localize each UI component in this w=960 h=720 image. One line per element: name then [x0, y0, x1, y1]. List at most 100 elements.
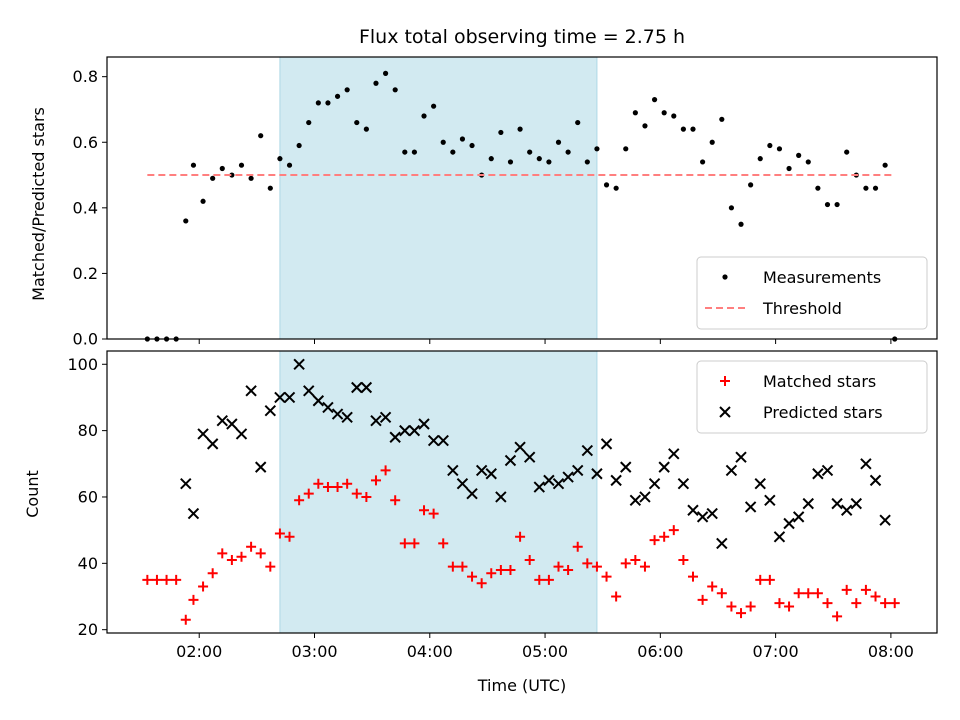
- measurements-point: [603, 182, 610, 188]
- measurements-point: [555, 139, 562, 145]
- matched-stars-point: [803, 588, 814, 599]
- predicted-stars-point: [495, 491, 507, 503]
- predicted-stars-point: [687, 504, 699, 516]
- measurements-point: [440, 139, 446, 145]
- measurements-point: [373, 80, 379, 86]
- measurements-point: [238, 162, 245, 168]
- predicted-stars-point: [216, 414, 228, 427]
- predicted-stars-point: [735, 451, 747, 463]
- matched-stars-point: [142, 574, 153, 585]
- predicted-stars-point: [533, 481, 545, 493]
- top-y-tick-label: 0.0: [73, 330, 98, 349]
- matched-stars-point: [870, 591, 881, 602]
- predicted-stars-point: [773, 531, 786, 543]
- matched-stars-point: [246, 541, 257, 552]
- measurements-point: [258, 133, 264, 139]
- predicted-stars-point: [764, 494, 776, 507]
- top-y-axis-label: Matched/Predicted stars: [29, 107, 48, 301]
- measurements-point: [815, 185, 821, 191]
- bot-legend-box: [696, 360, 928, 434]
- matched-stars-point: [524, 555, 535, 566]
- top-legend: Measurements Threshold: [696, 256, 928, 330]
- matched-stars-point: [294, 495, 305, 506]
- predicted-stars-point: [648, 477, 661, 490]
- matched-stars-point: [736, 608, 747, 619]
- matched-stars-point: [860, 584, 871, 595]
- predicted-stars-point: [485, 468, 497, 480]
- measurements-point: [776, 146, 783, 152]
- matched-stars-point: [563, 564, 574, 575]
- matched-stars-point: [457, 561, 468, 572]
- measurements-point: [623, 146, 629, 152]
- predicted-stars-point: [783, 517, 795, 530]
- matched-stars-point: [180, 614, 191, 625]
- measurements-point: [382, 70, 389, 76]
- predicted-stars-point: [744, 501, 757, 513]
- predicted-stars-point: [206, 438, 219, 450]
- matched-stars-point: [639, 561, 650, 572]
- matched-stars-point: [399, 538, 410, 549]
- measurements-point: [306, 119, 312, 126]
- matched-stars-point: [380, 465, 391, 476]
- matched-stars-point: [793, 588, 804, 599]
- matched-stars-point: [678, 555, 689, 566]
- measurements-point: [767, 142, 773, 149]
- matched-stars-point: [534, 574, 545, 585]
- matched-stars-point: [591, 561, 602, 572]
- predicted-stars-point: [658, 461, 670, 473]
- measurements-point: [651, 97, 658, 103]
- matched-stars-point: [774, 598, 785, 609]
- measurements-point: [334, 93, 341, 99]
- matched-stars-point: [217, 548, 228, 559]
- predicted-stars-point: [456, 477, 469, 490]
- matched-stars-point: [697, 594, 708, 605]
- predicted-stars-point: [802, 497, 814, 510]
- bottom-plot-frame: [106, 350, 938, 634]
- predicted-stars-point: [245, 385, 257, 397]
- predicted-stars-point: [514, 441, 526, 453]
- matched-stars-point: [630, 555, 641, 566]
- predicted-stars-point: [610, 474, 622, 487]
- predicted-stars-point: [600, 438, 613, 450]
- measurements-point: [296, 142, 302, 149]
- predicted-stars-point: [312, 395, 325, 407]
- measurements-point: [248, 175, 254, 181]
- matched-stars-point: [582, 558, 593, 569]
- predicted-stars-point: [812, 468, 824, 480]
- measurements-point: [219, 165, 225, 172]
- matched-stars-point: [198, 581, 209, 592]
- predicted-stars-point: [562, 471, 574, 483]
- bot-y-tick-label: 20: [78, 620, 98, 639]
- measurements-point: [680, 126, 686, 132]
- legend-label: Predicted stars: [763, 403, 883, 422]
- matched-stars-point: [161, 574, 172, 585]
- matched-stars-point: [236, 551, 247, 562]
- predicted-stars-point: [399, 424, 411, 437]
- legend-label: Measurements: [763, 268, 881, 287]
- matched-stars-point: [476, 578, 487, 589]
- matched-stars-point: [553, 561, 564, 572]
- bot-y-tick-label: 60: [78, 487, 98, 506]
- predicted-stars-point: [629, 494, 642, 507]
- predicted-stars-point: [322, 401, 334, 414]
- legend-label: Threshold: [762, 299, 842, 318]
- matched-stars-point: [265, 561, 276, 572]
- measurements-point: [824, 201, 831, 208]
- predicted-stars-point: [427, 434, 440, 447]
- predicted-stars-point: [879, 514, 891, 526]
- predicted-stars-point: [235, 428, 248, 440]
- predicted-stars-point: [869, 474, 882, 487]
- predicted-stars-point: [620, 461, 632, 473]
- matched-stars-point: [495, 564, 506, 575]
- measurements-point: [719, 116, 725, 122]
- bot-y-tick-label: 40: [78, 554, 98, 573]
- predicted-stars-point: [264, 405, 277, 417]
- measurements-point: [517, 126, 523, 132]
- x-tick-label: 03:00: [291, 642, 337, 661]
- predicted-stars-point: [418, 418, 430, 430]
- predicted-stars-point: [437, 434, 449, 447]
- measurements-point: [190, 162, 197, 168]
- matched-stars-point: [880, 598, 891, 609]
- bot-y-tick-label: 80: [78, 421, 98, 440]
